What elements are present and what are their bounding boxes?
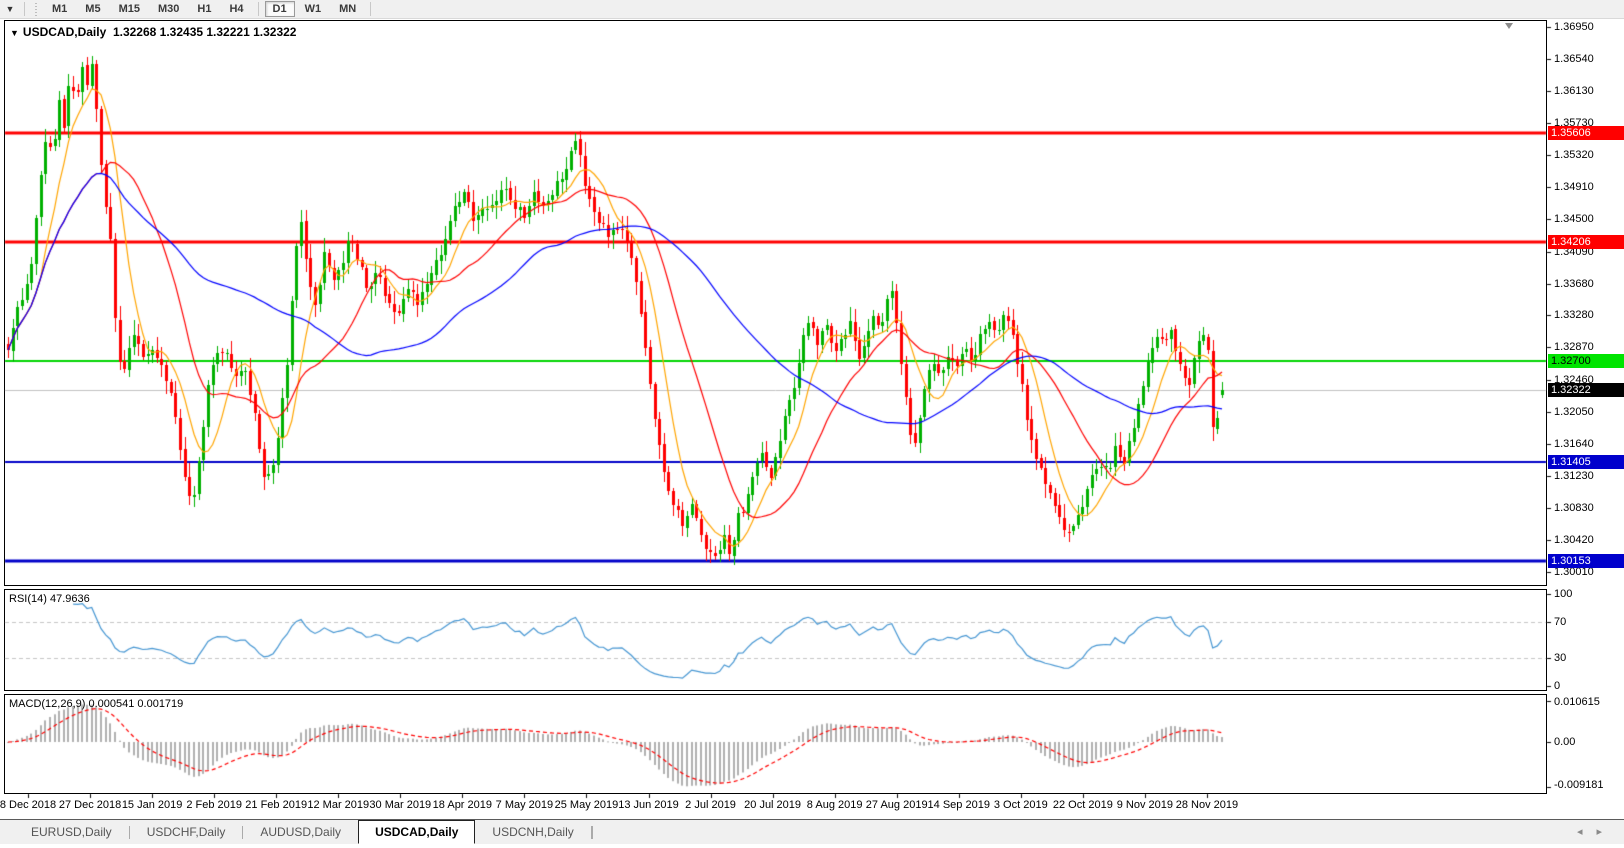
chart-tab-usdcad[interactable]: USDCAD,Daily — [358, 820, 476, 844]
tab-divider — [128, 825, 130, 839]
tab-divider — [242, 825, 244, 839]
chart-tab-bar: EURUSD,Daily USDCHF,Daily AUDUSD,Daily USDC… — [0, 819, 1624, 844]
chart-tab-usdcnh[interactable]: USDCNH,Daily — [492, 825, 574, 839]
tab-scroll-left-icon[interactable]: ◂ — [1576, 826, 1583, 838]
tab-scroll-arrows: ◂ ▸ — [1577, 825, 1602, 839]
chart-tab-audusd[interactable]: AUDUSD,Daily — [260, 825, 342, 839]
chart-tabs: EURUSD,Daily USDCHF,Daily AUDUSD,Daily USDC… — [14, 820, 593, 844]
tab-divider — [590, 825, 592, 839]
chart-tab-usdchf[interactable]: USDCHF,Daily — [146, 825, 226, 839]
chart-tab-eurusd[interactable]: EURUSD,Daily — [31, 825, 112, 839]
tab-divider — [591, 825, 593, 839]
tab-scroll-right-icon[interactable]: ▸ — [1596, 826, 1602, 838]
